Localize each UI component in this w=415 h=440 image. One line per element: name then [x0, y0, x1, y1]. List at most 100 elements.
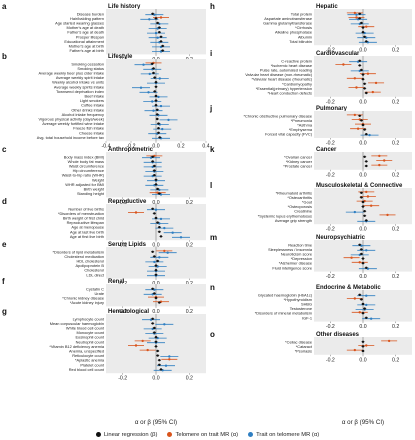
panel-h-x-tick-label: 0.0	[359, 48, 366, 54]
panel-b-trait-label: Coffee intake	[81, 103, 104, 108]
panel-c-linear-point	[151, 160, 154, 163]
panel-o-trait-label: *Psoriasis	[295, 349, 312, 354]
panel-b-trait-on-telomere-point	[157, 95, 160, 99]
panel-c-x-tick-label: 0.2	[186, 200, 193, 206]
panel-g-trait-label: Reticulocyte count	[72, 353, 105, 358]
panel-d-trait-label: Age at first live birth	[70, 234, 104, 239]
panel-j-x-tick-label: -0.2	[326, 141, 335, 147]
panel-c-x-tick-label: -0.2	[118, 200, 127, 206]
panel-h-telomere-on-trait-point	[365, 25, 368, 28]
panel-g-linear-point	[153, 326, 156, 330]
panel-l-linear-point	[360, 191, 363, 194]
panel-j-letter: j	[209, 104, 212, 113]
panel-g-linear-point	[158, 363, 161, 366]
panel-g-trait-on-telomere-point	[163, 323, 166, 326]
panel-d-x-tick-label: 0.2	[186, 243, 193, 249]
panel-i-linear-point	[365, 91, 368, 95]
panel-k-linear-point	[365, 160, 368, 163]
panel-g-trait-label: Neutrophil count	[76, 339, 105, 344]
panel-i-trait-label: Pulse rate, automated reading	[260, 68, 312, 73]
panel-o-linear-point	[361, 349, 365, 353]
panel-f-x-tick-label: 0.0	[152, 309, 159, 315]
panel-b-linear-point	[157, 127, 160, 130]
panel-e-title: Serum Lipids	[108, 242, 147, 248]
panel-n-trait-label: Glycated haemoglobin (HbA1c)	[258, 292, 313, 297]
panel-o-trait-label: *Celiac disease	[285, 339, 312, 344]
panel-c-linear-point	[154, 178, 158, 181]
panel-d-trait-label: Age at menopause	[71, 225, 104, 230]
panel-g-telomere-on-trait-point	[146, 348, 149, 352]
panel-o-telomere-on-trait-point	[365, 344, 368, 347]
panel-i-trait-label: *Cardiomyopathy	[282, 81, 312, 86]
panel-m-telomere-on-trait-point	[350, 256, 353, 259]
panel-c-trait-label: Waist circumference	[69, 164, 104, 169]
panel-a-linear-point	[158, 26, 161, 29]
panel-g-x-tick-label: -0.2	[118, 376, 127, 382]
panel-l-linear-point	[361, 200, 365, 204]
panel-c-trait-label: Birth weight	[84, 187, 105, 192]
panel-f-trait-label: Urate	[94, 291, 104, 296]
panel-g-linear-point	[159, 368, 163, 371]
panel-n-trait-label: SHBG	[301, 302, 312, 307]
panel-d-linear-point	[153, 212, 156, 215]
panel-m-linear-point	[361, 257, 365, 260]
panel-b-x-tick-label: -0.2	[127, 144, 136, 150]
panel-f-x-tick-label: -0.2	[118, 309, 127, 315]
panel-o-linear-point	[361, 345, 365, 348]
panel-a-trait-label: Disease burden	[77, 11, 104, 16]
panel-e-linear-point	[151, 250, 154, 253]
panel-n-title: Endocrine & Metabolic	[316, 285, 381, 291]
panel-a-trait-label: Mother's age at death	[66, 25, 104, 30]
panel-a-linear-point	[151, 12, 154, 15]
panel-g-telomere-on-trait-point	[134, 344, 138, 347]
panel-c-linear-point	[153, 164, 156, 168]
panel-b-trait-label: Townsend deprivation index	[56, 89, 104, 94]
panel-m-x-tick-label: -0.2	[326, 274, 335, 280]
panel-g-linear-point	[151, 317, 154, 320]
panel-g-linear-point	[153, 331, 156, 334]
panel-k-trait-label: *Ovarian cancer	[284, 154, 313, 159]
panel-i-telomere-on-trait-point	[342, 63, 345, 66]
panel-d-trait-on-telomere-point	[179, 236, 183, 239]
panel-n-trait-on-telomere-point	[365, 294, 368, 297]
panel-d-linear-point	[158, 226, 161, 229]
panel-e-trait-on-telomere-point	[153, 260, 156, 264]
panel-n-x-tick-label: 0.2	[392, 324, 399, 330]
panel-h-linear-point	[358, 17, 361, 20]
panel-b-trait-on-telomere-point	[159, 104, 163, 108]
panel-b-trait-on-telomere-point	[142, 63, 145, 66]
panel-i-trait-label: Valvular heart disease (non-rheumatic)	[245, 72, 312, 77]
panel-j-linear-point	[363, 128, 366, 131]
panel-i-x-tick-label: 0.0	[359, 99, 366, 105]
panel-o-x-tick-label: -0.2	[326, 357, 335, 363]
panel-b-linear-point	[157, 122, 160, 125]
panel-o-letter: o	[210, 330, 215, 339]
panel-m-trait-label: *Depression	[291, 256, 312, 261]
panel-g-telomere-on-trait-point	[168, 358, 171, 361]
panel-e-trait-label: *Disorders of lipid metabolism	[53, 249, 104, 254]
panel-g-letter: g	[2, 307, 7, 316]
panel-a-linear-point	[154, 17, 158, 20]
panel-g-trait-label: *Vitamin B12 deficiency anemia	[49, 344, 104, 349]
panel-i-telomere-on-trait-point	[366, 72, 370, 75]
panel-i-trait-label: *Valvular heart disease (rheumatic)	[252, 77, 313, 82]
panel-l-trait-label: *Gout	[302, 200, 313, 205]
panel-l-telomere-on-trait-point	[386, 213, 389, 217]
panel-e-telomere-on-trait-point	[163, 249, 166, 253]
panel-c-linear-point	[154, 183, 158, 186]
panel-b-trait-label: Average weekly fortified wine intake	[42, 121, 104, 126]
panel-k-linear-point	[365, 164, 368, 168]
panel-b-trait-on-telomere-point	[152, 109, 155, 112]
panel-h-linear-point	[365, 40, 368, 43]
panel-j-telomere-on-trait-point	[356, 127, 360, 130]
panel-g-x-tick-label: 0.0	[152, 376, 159, 382]
panel-b-x-tick-label: -0.4	[102, 144, 111, 150]
panel-c-linear-point	[153, 169, 156, 172]
panel-m-telomere-on-trait-point	[358, 261, 361, 264]
panel-o-x-tick-label: 0.0	[359, 357, 366, 363]
panel-a-trait-label: Father's age at death	[67, 30, 104, 35]
panel-n-linear-point	[361, 302, 365, 306]
panel-l-trait-label: *Rheumatoid arthritis	[276, 190, 312, 195]
panel-h-trait-label: Albumin	[298, 34, 312, 39]
panel-j-telomere-on-trait-point	[353, 113, 357, 117]
